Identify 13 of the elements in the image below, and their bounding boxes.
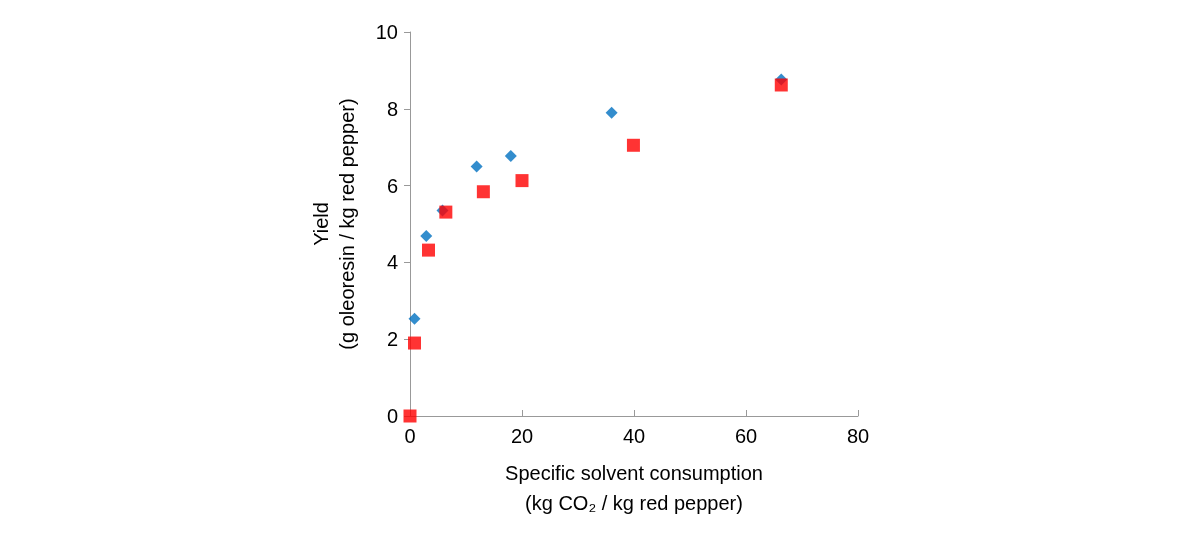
y-tick-label: 0: [386, 405, 398, 427]
x-tick-label: 0: [404, 425, 416, 447]
y-tick-label: 8: [386, 97, 398, 120]
x-tick-label: 60: [734, 425, 758, 447]
x-tick-label: 20: [510, 425, 534, 447]
x-tick-label: 80: [846, 425, 870, 447]
x-tick-label: 40: [622, 425, 646, 447]
x-axis-title: Specific solvent consumption (kg CO₂ / kg red pepper): [505, 462, 763, 514]
y-tick-label: 2: [386, 328, 398, 351]
y-tick-label: 6: [386, 174, 398, 197]
y-axis-title: Yield (g oleoresin / kg red pepper): [310, 98, 358, 350]
y-tick-label: 10: [375, 21, 398, 43]
y-tick-label: 4: [386, 251, 398, 274]
